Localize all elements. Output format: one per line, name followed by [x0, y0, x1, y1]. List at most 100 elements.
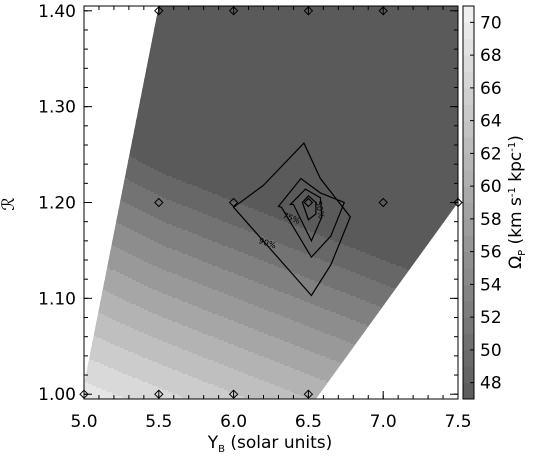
- contour-band-cell: [110, 196, 113, 199]
- contour-band-cell: [96, 264, 99, 267]
- contour-band-cell: [106, 232, 109, 235]
- contour-band-cell: [98, 64, 101, 67]
- contour-band-cell: [86, 80, 89, 83]
- contour-band-cell: [88, 316, 91, 319]
- contour-band-cell: [120, 62, 123, 65]
- contour-band-cell: [94, 98, 97, 101]
- contour-band-cell: [96, 246, 99, 249]
- contour-band-cell: [88, 134, 91, 137]
- contour-band-cell: [130, 118, 133, 121]
- contour-band-cell: [88, 370, 91, 373]
- contour-band-cell: [104, 196, 107, 199]
- contour-band-cell: [118, 96, 121, 99]
- contour-band-cell: [88, 30, 91, 33]
- contour-band-cell: [92, 252, 95, 255]
- contour-band-cell: [96, 176, 99, 179]
- contour-band-cell: [124, 158, 127, 161]
- contour-band-cell: [128, 78, 131, 81]
- contour-band-cell: [130, 112, 133, 115]
- contour-band-cell: [106, 236, 109, 239]
- contour-band-cell: [90, 240, 93, 243]
- contour-band-cell: [120, 168, 123, 171]
- contour-band-cell: [110, 206, 113, 209]
- contour-band-cell: [110, 122, 113, 125]
- contour-band-cell: [102, 222, 105, 225]
- contour-band-cell: [96, 218, 99, 221]
- contour-band-cell: [112, 206, 115, 209]
- contour-band-cell: [126, 78, 129, 81]
- contour-band-cell: [134, 58, 137, 61]
- contour-band-cell: [100, 198, 103, 201]
- contour-band-cell: [88, 204, 91, 207]
- contour-band-cell: [90, 168, 93, 171]
- contour-band-cell: [96, 322, 99, 325]
- contour-band-cell: [128, 44, 131, 47]
- contour-band-cell: [96, 294, 99, 297]
- contour-band-cell: [104, 260, 107, 263]
- contour-band-cell: [102, 160, 105, 163]
- contour-band-cell: [108, 210, 111, 213]
- contour-band-cell: [102, 144, 105, 147]
- contour-band-cell: [132, 58, 135, 61]
- contour-band-cell: [90, 334, 93, 337]
- contour-band-cell: [124, 96, 127, 99]
- contour-band-cell: [94, 58, 97, 61]
- contour-band-cell: [110, 202, 113, 205]
- contour-band-cell: [126, 84, 129, 87]
- contour-band-cell: [130, 110, 133, 113]
- contour-band-cell: [100, 30, 103, 33]
- contour-band-cell: [94, 364, 97, 367]
- contour-band-cell: [120, 100, 123, 103]
- contour-band-cell: [96, 334, 99, 337]
- contour-band-cell: [102, 162, 105, 165]
- contour-band-cell: [114, 166, 117, 169]
- contour-band-cell: [96, 48, 99, 51]
- contour-band-cell: [116, 184, 119, 187]
- contour-band-cell: [130, 126, 133, 129]
- contour-band-cell: [94, 18, 97, 21]
- contour-band-cell: [88, 72, 91, 75]
- contour-band-cell: [96, 172, 99, 175]
- contour-band-cell: [94, 10, 97, 13]
- contour-band-cell: [94, 312, 97, 315]
- contour-band-cell: [98, 96, 101, 99]
- contour-band-cell: [88, 364, 91, 367]
- contour-band-cell: [88, 94, 91, 97]
- contour-band-cell: [94, 340, 97, 343]
- contour-band-cell: [120, 102, 123, 105]
- contour-band-cell: [124, 68, 127, 71]
- contour-band-cell: [116, 178, 119, 181]
- contour-band-cell: [86, 292, 89, 295]
- contour-band-cell: [112, 200, 115, 203]
- contour-band-cell: [92, 234, 95, 237]
- contour-band-cell: [92, 226, 95, 229]
- contour-band-cell: [126, 120, 129, 123]
- contour-band-cell: [106, 16, 109, 19]
- contour-band-cell: [98, 14, 101, 17]
- contour-band-cell: [104, 68, 107, 71]
- contour-band-cell: [108, 246, 111, 249]
- contour-band-cell: [128, 76, 131, 79]
- contour-band-cell: [118, 22, 121, 25]
- contour-band-cell: [108, 140, 111, 143]
- contour-band-cell: [100, 132, 103, 135]
- contour-band-cell: [118, 170, 121, 173]
- contour-band-cell: [128, 62, 131, 65]
- contour-band-cell: [86, 290, 89, 293]
- contour-band-cell: [90, 196, 93, 199]
- contour-band-cell: [102, 234, 105, 237]
- contour-band-cell: [122, 92, 125, 95]
- contour-band-cell: [88, 348, 91, 351]
- contour-band-cell: [124, 154, 127, 157]
- contour-band-cell: [124, 148, 127, 151]
- contour-band-cell: [96, 174, 99, 177]
- contour-band-cell: [126, 74, 129, 77]
- contour-band-cell: [108, 130, 111, 133]
- contour-band-cell: [110, 228, 113, 231]
- contour-band-cell: [102, 150, 105, 153]
- contour-band-cell: [114, 140, 117, 143]
- contour-band-cell: [128, 88, 131, 91]
- contour-band-cell: [86, 304, 89, 307]
- contour-band-cell: [96, 302, 99, 305]
- contour-band-cell: [94, 110, 97, 113]
